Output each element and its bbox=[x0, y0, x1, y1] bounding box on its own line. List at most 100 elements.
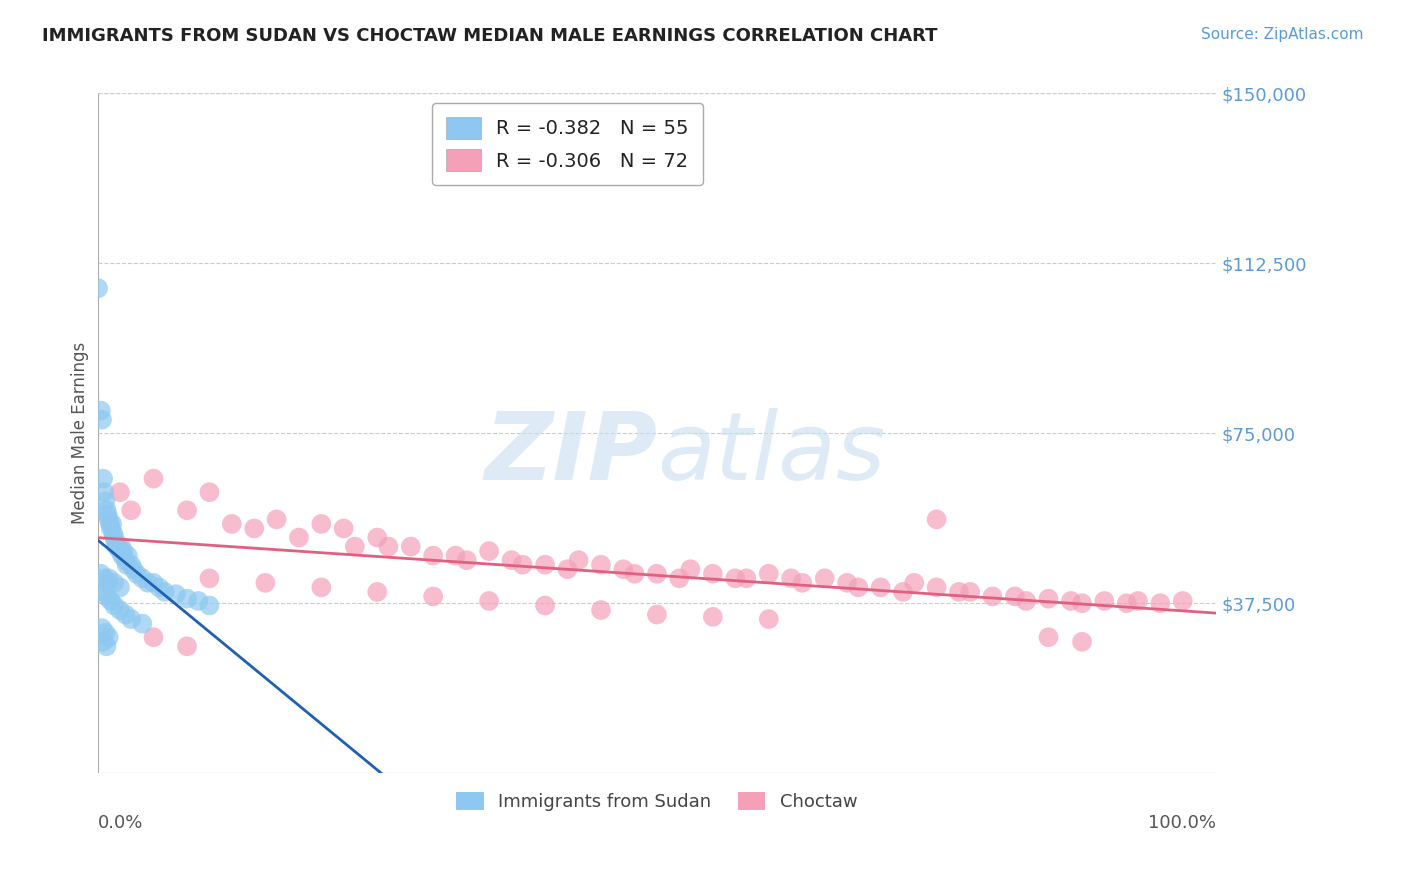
Point bbox=[176, 503, 198, 517]
Point bbox=[589, 603, 612, 617]
Point bbox=[981, 590, 1004, 604]
Point bbox=[100, 594, 122, 608]
Point bbox=[120, 558, 142, 572]
Point bbox=[1071, 596, 1094, 610]
Point bbox=[702, 566, 724, 581]
Point bbox=[948, 585, 970, 599]
Point bbox=[94, 625, 117, 640]
Point bbox=[198, 485, 221, 500]
Point bbox=[735, 571, 758, 585]
Point bbox=[108, 603, 131, 617]
Y-axis label: Median Male Earnings: Median Male Earnings bbox=[72, 343, 89, 524]
Point bbox=[103, 531, 125, 545]
Point bbox=[91, 472, 114, 486]
Point bbox=[91, 585, 114, 599]
Point bbox=[97, 575, 120, 590]
Point bbox=[103, 575, 125, 590]
Point bbox=[153, 585, 176, 599]
Point bbox=[96, 503, 118, 517]
Point bbox=[98, 516, 121, 531]
Point bbox=[142, 575, 165, 590]
Point bbox=[243, 521, 266, 535]
Text: 100.0%: 100.0% bbox=[1149, 814, 1216, 832]
Point bbox=[311, 516, 333, 531]
Point bbox=[117, 549, 139, 563]
Point bbox=[903, 575, 925, 590]
Point bbox=[142, 630, 165, 644]
Point bbox=[187, 594, 209, 608]
Point bbox=[1038, 591, 1060, 606]
Point bbox=[93, 571, 115, 585]
Point bbox=[645, 607, 668, 622]
Point bbox=[534, 599, 557, 613]
Point bbox=[846, 580, 869, 594]
Point bbox=[107, 540, 129, 554]
Point bbox=[176, 591, 198, 606]
Point bbox=[512, 558, 534, 572]
Point bbox=[366, 585, 388, 599]
Point bbox=[266, 512, 288, 526]
Point bbox=[792, 575, 814, 590]
Point bbox=[557, 562, 579, 576]
Point bbox=[114, 553, 136, 567]
Point bbox=[97, 508, 120, 522]
Point bbox=[780, 571, 803, 585]
Point bbox=[90, 403, 112, 417]
Point bbox=[1071, 634, 1094, 648]
Point bbox=[105, 540, 128, 554]
Point bbox=[142, 472, 165, 486]
Point bbox=[311, 580, 333, 594]
Point bbox=[176, 640, 198, 654]
Point bbox=[114, 607, 136, 622]
Point bbox=[1126, 594, 1149, 608]
Point bbox=[96, 590, 118, 604]
Point bbox=[758, 566, 780, 581]
Text: ZIP: ZIP bbox=[484, 408, 657, 500]
Point bbox=[623, 566, 645, 581]
Point bbox=[288, 531, 311, 545]
Point bbox=[131, 616, 153, 631]
Point bbox=[869, 580, 891, 594]
Point bbox=[100, 521, 122, 535]
Point bbox=[91, 412, 114, 426]
Text: 0.0%: 0.0% bbox=[97, 814, 143, 832]
Point bbox=[136, 575, 159, 590]
Point bbox=[568, 553, 591, 567]
Point bbox=[125, 566, 148, 581]
Point bbox=[891, 585, 914, 599]
Point bbox=[444, 549, 467, 563]
Legend: Immigrants from Sudan, Choctaw: Immigrants from Sudan, Choctaw bbox=[450, 785, 865, 819]
Point bbox=[120, 503, 142, 517]
Point bbox=[90, 566, 112, 581]
Point bbox=[343, 540, 366, 554]
Point bbox=[501, 553, 523, 567]
Point bbox=[366, 531, 388, 545]
Point bbox=[165, 587, 187, 601]
Text: IMMIGRANTS FROM SUDAN VS CHOCTAW MEDIAN MALE EARNINGS CORRELATION CHART: IMMIGRANTS FROM SUDAN VS CHOCTAW MEDIAN … bbox=[42, 27, 938, 45]
Point bbox=[422, 590, 444, 604]
Point bbox=[108, 580, 131, 594]
Point bbox=[198, 571, 221, 585]
Point bbox=[758, 612, 780, 626]
Point bbox=[120, 612, 142, 626]
Point bbox=[925, 512, 948, 526]
Point bbox=[1015, 594, 1038, 608]
Point bbox=[97, 512, 120, 526]
Point bbox=[93, 485, 115, 500]
Point bbox=[925, 580, 948, 594]
Point bbox=[478, 594, 501, 608]
Point bbox=[97, 571, 120, 585]
Point bbox=[101, 516, 124, 531]
Point bbox=[589, 558, 612, 572]
Point bbox=[94, 494, 117, 508]
Point bbox=[104, 535, 127, 549]
Point bbox=[221, 516, 243, 531]
Point bbox=[1149, 596, 1171, 610]
Point bbox=[108, 544, 131, 558]
Point bbox=[612, 562, 634, 576]
Point bbox=[1115, 596, 1137, 610]
Text: atlas: atlas bbox=[657, 409, 886, 500]
Point bbox=[115, 558, 138, 572]
Point bbox=[1171, 594, 1194, 608]
Point bbox=[111, 549, 134, 563]
